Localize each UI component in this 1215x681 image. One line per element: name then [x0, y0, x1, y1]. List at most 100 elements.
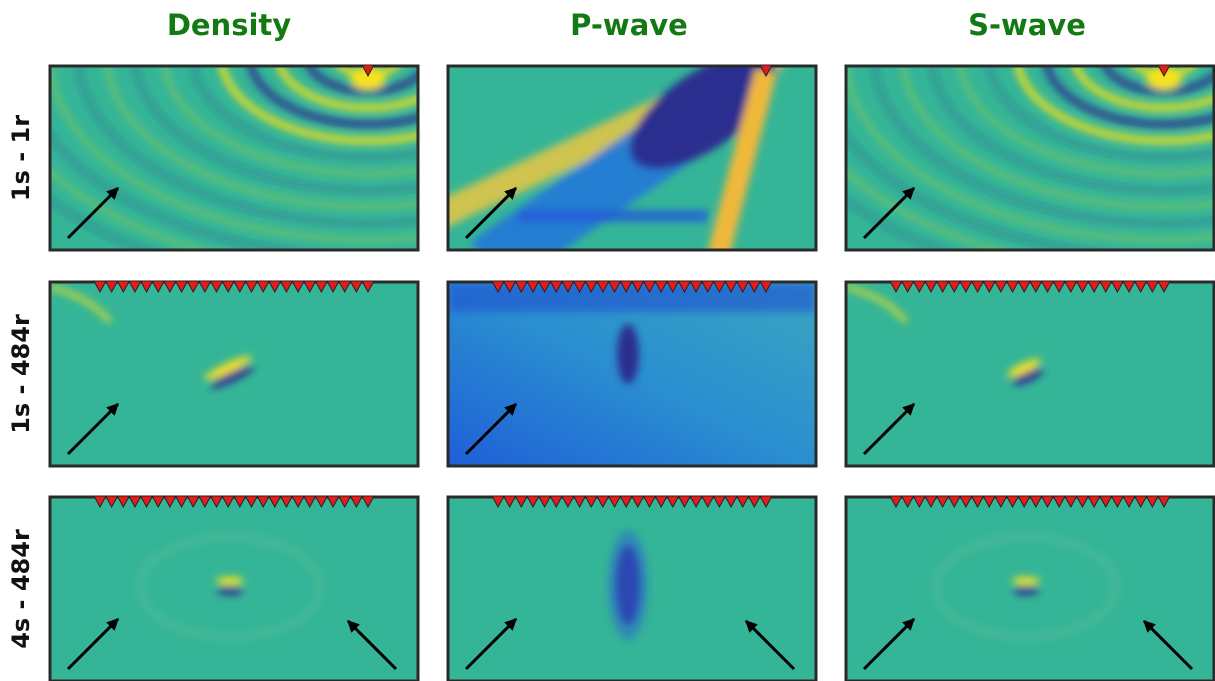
features [448, 66, 784, 250]
dark-blob [617, 324, 639, 384]
wavefield-panel [844, 64, 1215, 252]
panel-border [446, 64, 818, 252]
wavefield-panel [446, 495, 818, 681]
receiver [561, 280, 575, 294]
receiver [526, 280, 540, 294]
field [50, 66, 418, 250]
receiver [700, 495, 715, 509]
blue-halo [608, 530, 648, 640]
direction-arrow [862, 402, 916, 456]
receiver [654, 280, 668, 294]
receiver [232, 495, 247, 509]
receiver [186, 495, 201, 509]
yellow-lobe [204, 356, 252, 380]
field [448, 66, 816, 250]
features [138, 535, 322, 639]
receiver [198, 495, 212, 509]
receiver [747, 280, 762, 294]
column-title: P-wave [570, 8, 688, 42]
receiver [163, 495, 177, 509]
features [934, 535, 1118, 639]
wave-arc [305, 66, 418, 95]
receiver [1040, 495, 1055, 509]
receiver [642, 495, 657, 509]
wave-arc [1072, 66, 1214, 112]
receiver [361, 495, 375, 509]
wave-arc [846, 66, 1214, 242]
receiver [1133, 495, 1148, 509]
wave-arc [105, 66, 418, 209]
receiver [514, 495, 529, 509]
receiver [1052, 280, 1066, 294]
receiver [935, 495, 950, 509]
receiver [712, 495, 727, 509]
receiver [1157, 280, 1171, 294]
source-spot [1146, 66, 1182, 90]
receiver [982, 495, 997, 509]
features [608, 530, 648, 640]
receiver [959, 280, 973, 294]
receiver [93, 280, 107, 294]
receiver [1075, 280, 1090, 294]
receiver [900, 495, 915, 509]
receiver [244, 280, 259, 294]
receiver [1087, 495, 1101, 509]
faint-ring [138, 535, 322, 639]
receiver [747, 495, 762, 509]
receiver [491, 280, 505, 294]
receiver [1110, 495, 1125, 509]
field [448, 282, 816, 466]
receiver [302, 495, 317, 509]
wave-arc [191, 66, 418, 160]
field [846, 282, 1214, 466]
receiver [677, 495, 692, 509]
receiver [724, 280, 738, 294]
receiver [900, 280, 915, 294]
receiver [361, 64, 375, 78]
receiver [724, 495, 738, 509]
yellow-stripe [1012, 577, 1040, 585]
source-spot [350, 66, 386, 90]
receiver [607, 280, 622, 294]
receiver [1133, 280, 1148, 294]
direction-arrow [66, 402, 120, 456]
receiver [209, 280, 224, 294]
receiver [1145, 495, 1160, 509]
receiver [1098, 495, 1113, 509]
top-band [448, 282, 816, 312]
receiver [279, 280, 294, 294]
yellow-stripe [216, 577, 244, 585]
edge-wave [50, 284, 112, 324]
receiver [256, 280, 270, 294]
receiver [1087, 280, 1101, 294]
field [50, 497, 418, 681]
receiver [665, 280, 680, 294]
receiver [314, 495, 329, 509]
features [846, 66, 1214, 250]
receiver [549, 495, 564, 509]
receiver [267, 280, 282, 294]
receiver [584, 495, 599, 509]
direction-arrow [346, 619, 398, 671]
receiver [104, 495, 119, 509]
wave-arc [987, 66, 1214, 160]
receiver [572, 280, 587, 294]
receiver [665, 495, 680, 509]
direction-arrow [464, 402, 518, 456]
receiver [947, 280, 962, 294]
direction-arrow [464, 186, 518, 240]
receiver [1017, 495, 1032, 509]
receiver [361, 280, 375, 294]
receiver [947, 495, 962, 509]
wavefield-panel [844, 495, 1215, 681]
wave-arc [1101, 66, 1214, 95]
receiver [186, 280, 201, 294]
receiver [1017, 280, 1032, 294]
receiver [221, 280, 236, 294]
receiver [759, 495, 773, 509]
receiver [491, 495, 505, 509]
receiver [1040, 280, 1055, 294]
receiver [139, 495, 154, 509]
receiver [502, 280, 517, 294]
